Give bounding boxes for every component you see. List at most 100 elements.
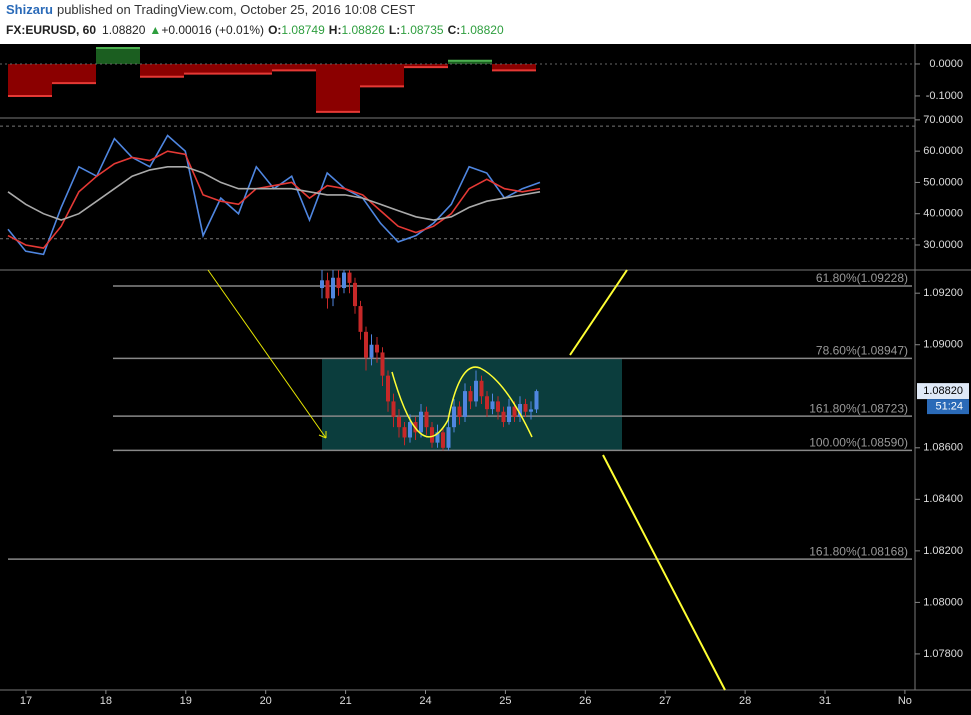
ohlc-value: 1.08820 <box>460 23 504 37</box>
step-area <box>52 63 96 84</box>
trend-arrow <box>207 269 327 439</box>
ohlc-label: O: <box>268 23 281 37</box>
y-tick-label: 0.0000 <box>929 58 963 70</box>
candle-body <box>518 403 522 417</box>
candle-body <box>435 432 440 443</box>
step-area <box>184 63 228 74</box>
candle-body <box>424 411 429 428</box>
candle-body <box>507 406 511 423</box>
header-line: Shizaru published on TradingView.com, Oct… <box>6 2 415 17</box>
y-tick-label: -0.1000 <box>926 90 963 102</box>
price-badge <box>917 383 969 400</box>
candle-body <box>529 409 533 412</box>
header-bg <box>0 0 971 44</box>
candle-body <box>375 344 379 353</box>
oscillator-line <box>7 150 541 249</box>
candle-body <box>331 277 335 299</box>
candle-body <box>457 406 462 417</box>
candle-body <box>452 406 456 428</box>
candle-body <box>512 406 517 417</box>
oscillator-line <box>7 166 541 221</box>
x-tick-label: 21 <box>339 695 351 707</box>
y-tick-label: 1.08000 <box>923 596 963 608</box>
x-tick-label: 27 <box>659 695 671 707</box>
fib-label: 161.80%(1.08723) <box>809 401 908 415</box>
ohlc-value: 1.08826 <box>341 23 385 37</box>
candle-body <box>419 411 423 433</box>
ohlc-label: L: <box>389 23 400 37</box>
y-tick-label: 50.0000 <box>923 176 963 188</box>
price-label: 1.08820 <box>923 385 963 397</box>
projection-line <box>569 269 628 356</box>
step-area <box>96 47 140 64</box>
y-tick-label: 40.0000 <box>923 208 963 220</box>
drawings <box>207 269 726 691</box>
candle-body <box>397 416 401 428</box>
x-tick-label: 25 <box>499 695 511 707</box>
candle-body <box>496 401 500 412</box>
y-tick-label: 1.08600 <box>923 442 963 454</box>
step-area <box>448 60 492 64</box>
candle-body <box>408 422 412 438</box>
candle-body <box>380 352 385 376</box>
projection-line <box>602 454 726 691</box>
y-tick-label: 1.08200 <box>923 545 963 557</box>
ohlc-label: C: <box>448 23 461 37</box>
candle-body <box>325 280 330 299</box>
fib-label: 78.60%(1.08947) <box>816 344 908 358</box>
candle-body <box>391 401 396 417</box>
candle-body <box>430 427 434 443</box>
countdown-badge <box>927 399 969 415</box>
arrow-head <box>318 431 327 439</box>
x-tick-label: 19 <box>180 695 192 707</box>
step-area <box>360 63 404 87</box>
author[interactable]: Shizaru <box>6 2 53 17</box>
x-tick-label: No <box>898 695 912 707</box>
countdown: 51:24 <box>935 401 963 413</box>
y-tick-label: 30.0000 <box>923 239 963 251</box>
step-area <box>272 63 316 71</box>
candle-body <box>463 391 467 417</box>
x-tick-label: 31 <box>819 695 831 707</box>
candle-body <box>446 427 451 448</box>
y-tick-label: 1.08400 <box>923 493 963 505</box>
x-tick-label: 28 <box>739 695 751 707</box>
fib-label: 61.80%(1.09228) <box>816 271 908 285</box>
y-tick-label: 1.07800 <box>923 648 963 660</box>
candle-body <box>386 375 390 402</box>
ohlc-value: 1.08749 <box>281 23 325 37</box>
candle-body <box>320 280 324 289</box>
step-area <box>492 63 536 71</box>
candle-body <box>441 432 445 448</box>
x-tick-label: 18 <box>100 695 112 707</box>
candle-body <box>364 331 368 358</box>
y-tick-label: 60.0000 <box>923 145 963 157</box>
step-area <box>8 63 52 96</box>
candle-body <box>490 401 495 410</box>
fib-zone <box>322 358 622 451</box>
step-area <box>228 63 272 74</box>
candle-body <box>468 391 473 402</box>
candle-body <box>485 396 489 410</box>
ohlc-value: 1.08735 <box>400 23 444 37</box>
candle-body <box>479 380 484 397</box>
candle-body <box>534 391 539 410</box>
y-tick-label: 1.09000 <box>923 339 963 351</box>
last: 1.08820 <box>102 23 146 37</box>
up-arrow: ▲ <box>149 23 161 37</box>
candle-body <box>347 272 352 283</box>
y-tick-label: 1.09200 <box>923 287 963 299</box>
x-tick-label: 26 <box>579 695 591 707</box>
x-tick-label: 17 <box>20 695 32 707</box>
symbol: FX:EURUSD, 60 <box>6 23 96 37</box>
candle-body <box>353 282 357 307</box>
x-tick-label: 20 <box>260 695 272 707</box>
published: published on TradingView.com, October 25… <box>57 2 415 17</box>
step-area <box>316 63 360 112</box>
fib-label: 100.00%(1.08590) <box>809 436 908 450</box>
candle-body <box>342 272 346 289</box>
symbol-line: FX:EURUSD, 60 1.08820 ▲+0.00016 (+0.01%) O:… <box>6 23 504 37</box>
step-area <box>140 63 184 77</box>
candle-body <box>358 306 363 332</box>
